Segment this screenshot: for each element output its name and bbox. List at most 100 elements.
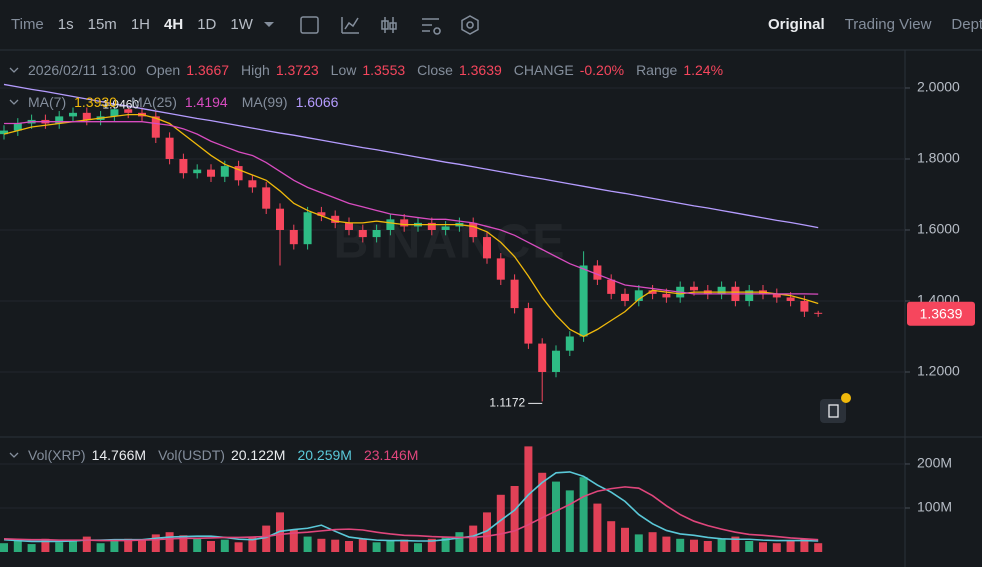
chevrons (9, 67, 19, 458)
interval-tab[interactable]: 1D (197, 16, 217, 33)
ma-legend-name: MA(25) (130, 94, 177, 110)
candle-body (165, 137, 174, 159)
view-tab[interactable]: Depth (951, 16, 982, 33)
volume-bar (690, 539, 698, 552)
volume-bar (510, 485, 519, 552)
chevron (9, 452, 19, 458)
dropdown-caret[interactable] (264, 22, 274, 27)
volume-ma-line (3, 486, 819, 542)
info-value: 1.3639 (458, 62, 502, 78)
candle-body (276, 208, 284, 230)
volume-bar (800, 538, 809, 552)
volume-bar (276, 512, 284, 552)
volume-bar (745, 540, 754, 552)
volume-bar (82, 536, 91, 552)
volume-bar (331, 539, 340, 552)
volume-bar (814, 543, 823, 552)
interval-tab[interactable]: 15m (87, 16, 117, 33)
interval-tab[interactable]: Time (11, 16, 44, 33)
volume-bar (579, 477, 588, 552)
toolbar-icons[interactable] (264, 15, 479, 35)
info-label: Open (145, 62, 181, 78)
candle-body (151, 116, 160, 138)
candle-body (317, 212, 326, 216)
candle-body (220, 166, 229, 177)
candle-body (0, 130, 8, 135)
volume-bar (386, 540, 395, 552)
candle-icon[interactable] (381, 17, 397, 33)
candle-body (469, 222, 478, 238)
indicator-icon[interactable] (341, 17, 359, 34)
vol-tick-label: 200M (917, 455, 952, 471)
interval-tab[interactable]: 1H (130, 16, 150, 33)
last-price-label: 1.3639 (920, 306, 963, 322)
note-button[interactable] (820, 393, 851, 423)
annotation-label: 1.1172 (489, 396, 525, 410)
volume-bar (621, 527, 629, 552)
volume-bar (317, 538, 326, 552)
view-tab[interactable]: Trading View (844, 16, 932, 33)
info-value: 1.24% (683, 62, 724, 78)
interval-tab[interactable]: 4H (164, 16, 184, 33)
hexagon-icon[interactable] (461, 15, 479, 35)
volume-bar (717, 538, 726, 552)
candle-body (717, 286, 726, 294)
volume-bar (345, 540, 353, 552)
candle-body (621, 293, 629, 301)
note-button-bg[interactable] (820, 399, 846, 423)
last-price-tag (907, 301, 975, 326)
view-tabs: Original Trading View Depth (768, 16, 982, 33)
interval-tab[interactable]: 1s (57, 16, 74, 33)
chevron (9, 67, 19, 73)
candle-body (289, 229, 298, 245)
candle-body (648, 290, 657, 294)
candle-body (593, 265, 602, 280)
interval-tab[interactable]: 1W (230, 16, 253, 33)
volume-bar (303, 536, 312, 552)
ma-legend-name: MA(99) (241, 94, 288, 110)
volume-bar (0, 543, 8, 552)
volume-bar (69, 539, 77, 552)
settings-icon[interactable] (422, 18, 441, 35)
info-label: High (241, 62, 270, 78)
volume-bar (634, 534, 643, 552)
candle-body (262, 187, 271, 209)
view-tab[interactable]: Original (768, 16, 825, 33)
candle-body (358, 229, 367, 238)
volume-bar (483, 512, 491, 552)
candle-body (483, 237, 491, 259)
volume-bar (607, 521, 616, 552)
candle-body (400, 219, 409, 227)
candle-body (179, 158, 188, 174)
vol-legend-value: 14.766M (91, 447, 147, 463)
ma-legend-name: MA(7) (28, 94, 67, 110)
vol-legend-value: 23.146M (363, 447, 419, 463)
info-label: Range (636, 62, 678, 78)
info-value: 1.3553 (362, 62, 406, 78)
annotation-label: 1.9460 (102, 97, 139, 111)
candle-body (524, 308, 533, 344)
volume-bar (262, 525, 271, 552)
candle-body (607, 279, 616, 294)
candle-body (552, 350, 560, 372)
calendar-icon[interactable] (300, 16, 319, 34)
candle-body (13, 123, 22, 131)
interval-bar: Time 1s 15m 1H 4H 1D 1W (11, 16, 253, 33)
notification-dot (841, 393, 851, 403)
volume-bar (455, 532, 464, 552)
candle-body (193, 169, 202, 174)
volume-bar (13, 540, 22, 552)
note-icon[interactable] (828, 404, 839, 418)
volume-bar (676, 538, 685, 552)
volume-bar (151, 534, 160, 552)
info-value: -0.20% (579, 62, 625, 78)
volume-bar (772, 543, 781, 552)
candle-body (234, 166, 243, 181)
volume-bar (220, 539, 229, 552)
ma-legend-value: 1.3930 (74, 94, 117, 110)
candle-body (386, 219, 395, 230)
volume-bar (427, 538, 436, 552)
volume-bar (207, 540, 215, 552)
